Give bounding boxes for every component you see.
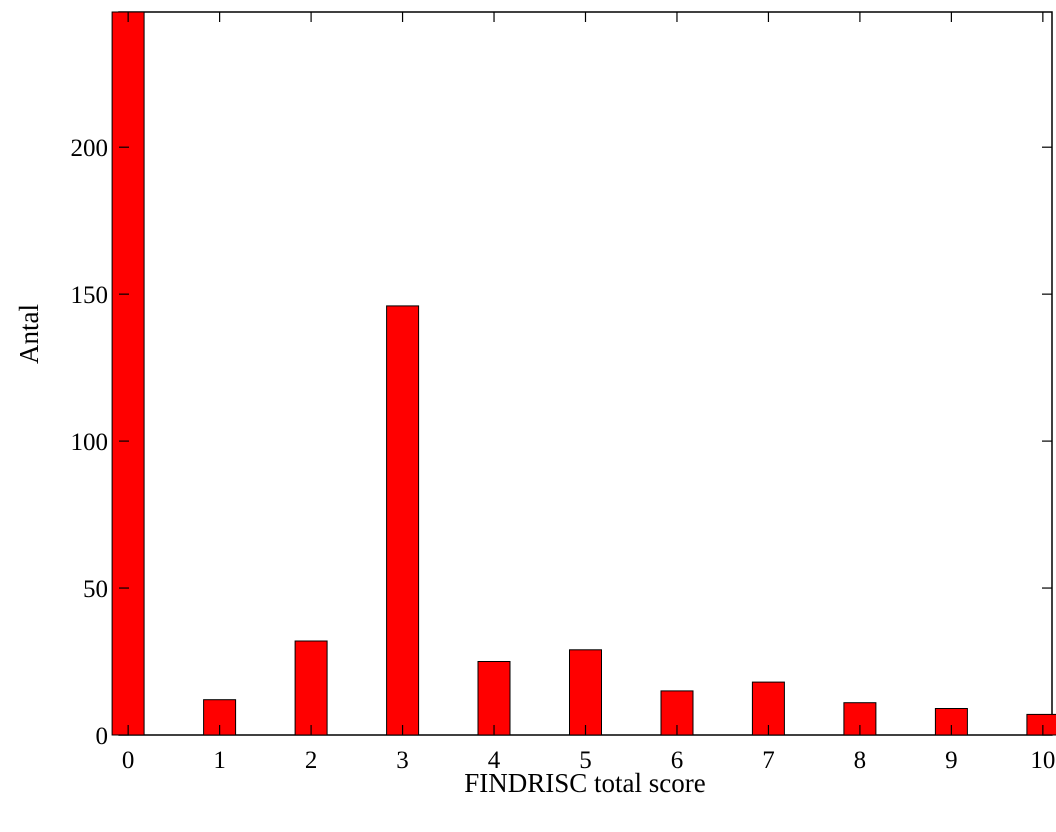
x-tick-label: 5 (579, 747, 592, 774)
bar-3 (386, 305, 420, 736)
x-tick-label: 3 (396, 747, 409, 774)
x-tick-label: 2 (305, 747, 318, 774)
y-tick-label: 100 (71, 429, 109, 456)
x-axis-label: FINDRISC total score (464, 768, 706, 798)
x-tick-label: 1 (213, 747, 226, 774)
x-tick-label: 9 (945, 747, 958, 774)
bar-2 (294, 640, 328, 736)
x-tick-label: 6 (671, 747, 684, 774)
x-tick-label: 7 (762, 747, 775, 774)
x-tick-label: 0 (122, 747, 135, 774)
y-tick-label: 150 (71, 282, 109, 309)
bar-10 (1026, 713, 1056, 736)
bar-0 (111, 11, 145, 736)
x-tick-label: 8 (854, 747, 867, 774)
y-tick-label: 200 (71, 135, 109, 162)
x-tick-label: 10 (1030, 747, 1055, 774)
bars-group (111, 11, 1056, 736)
bar-5 (569, 649, 602, 736)
x-tick-label: 4 (488, 747, 501, 774)
y-tick-label: 0 (96, 723, 109, 750)
plot-frame (118, 11, 1053, 736)
bar-4 (477, 661, 511, 736)
y-tick-label: 50 (83, 576, 108, 603)
y-axis-label: Antal (14, 304, 44, 364)
